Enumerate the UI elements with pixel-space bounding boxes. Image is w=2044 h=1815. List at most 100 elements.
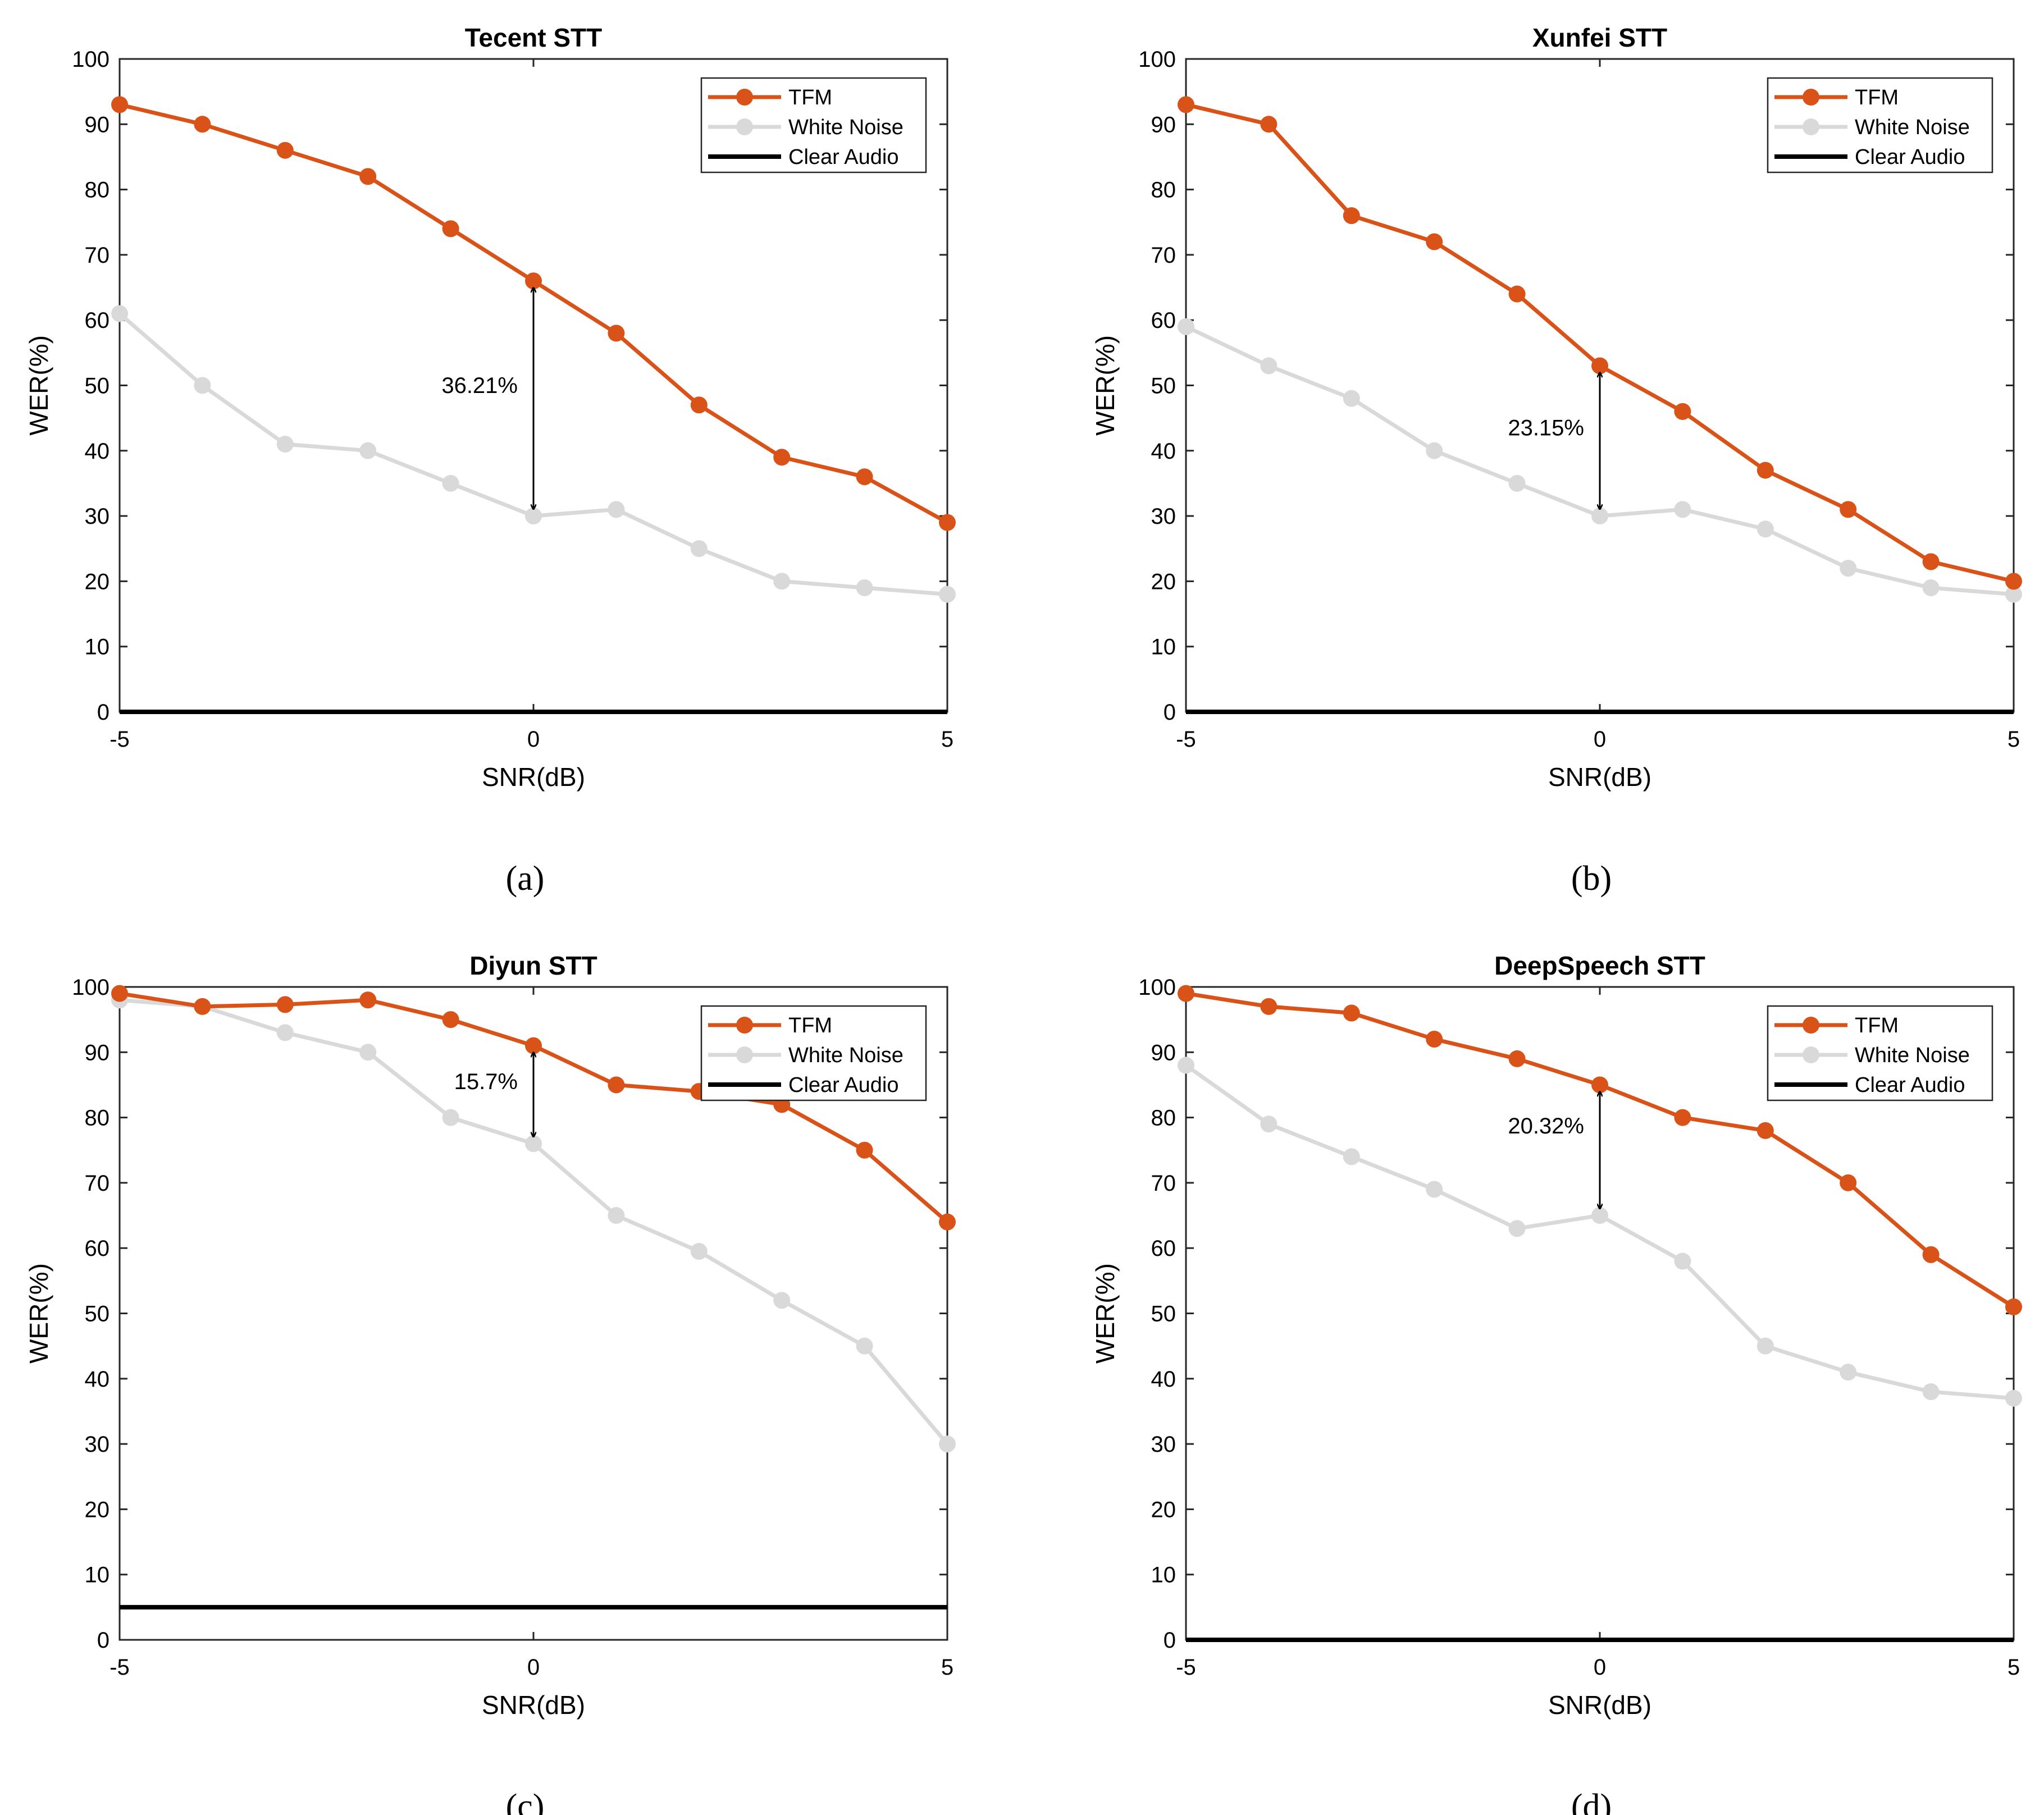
x-tick-label: 0: [527, 1655, 540, 1680]
y-tick-label: 20: [1151, 1497, 1176, 1522]
y-tick-label: 50: [85, 374, 110, 399]
legend-marker: [736, 1017, 753, 1034]
data-point-white-noise: [1591, 508, 1608, 525]
y-tick-label: 30: [85, 504, 110, 529]
x-tick-label: 0: [527, 727, 540, 752]
legend-label: White Noise: [788, 1044, 904, 1067]
legend-label: Clear Audio: [788, 145, 898, 169]
data-point-white-noise: [1343, 390, 1360, 407]
data-point-white-noise: [1756, 520, 1774, 538]
legend-label: TFM: [1855, 1014, 1899, 1037]
figure-caption: (c): [506, 1787, 545, 1815]
data-point-tfm: [276, 996, 294, 1013]
data-point-tfm: [1343, 1004, 1360, 1022]
x-tick-label: 5: [941, 1655, 953, 1680]
legend-marker: [736, 118, 753, 135]
data-point-tfm: [1756, 1122, 1774, 1139]
y-axis-label: WER(%): [1091, 335, 1120, 436]
data-point-tfm: [442, 220, 459, 237]
y-tick-label: 20: [85, 569, 110, 594]
data-point-white-noise: [442, 474, 459, 492]
data-point-tfm: [690, 396, 708, 414]
data-point-white-noise: [359, 442, 377, 459]
data-point-tfm: [1840, 501, 1857, 518]
data-point-tfm: [442, 1011, 459, 1028]
data-point-white-noise: [1343, 1148, 1360, 1165]
y-tick-label: 40: [85, 439, 110, 464]
y-tick-label: 20: [1151, 569, 1176, 594]
data-point-tfm: [1343, 207, 1360, 225]
y-tick-label: 0: [97, 700, 110, 725]
x-tick-label: 5: [2008, 1655, 2020, 1680]
y-tick-label: 70: [85, 243, 110, 268]
y-tick-label: 20: [85, 1497, 110, 1522]
data-point-white-noise: [856, 579, 873, 597]
figure-caption: (d): [1571, 1787, 1612, 1815]
y-tick-label: 70: [1151, 1171, 1176, 1196]
y-tick-label: 40: [85, 1367, 110, 1392]
data-point-white-noise: [1922, 579, 1940, 597]
figure-caption: (a): [506, 860, 545, 898]
y-tick-label: 30: [1151, 1432, 1176, 1457]
data-point-tfm: [1756, 461, 1774, 479]
y-tick-label: 30: [1151, 504, 1176, 529]
data-point-tfm: [1426, 1031, 1443, 1048]
annotation-label: 36.21%: [441, 373, 518, 398]
x-axis-label: SNR(dB): [1548, 762, 1651, 792]
y-tick-label: 50: [1151, 1302, 1176, 1327]
x-tick-label: 0: [1594, 727, 1606, 752]
legend-label: Clear Audio: [1855, 145, 1965, 169]
y-tick-label: 70: [1151, 243, 1176, 268]
legend-label: Clear Audio: [788, 1073, 898, 1097]
data-point-tfm: [1178, 985, 1194, 1002]
y-tick-label: 60: [1151, 1236, 1176, 1261]
data-point-white-noise: [1756, 1337, 1774, 1355]
data-point-tfm: [525, 1037, 542, 1054]
y-tick-label: 100: [72, 47, 110, 72]
y-tick-label: 90: [1151, 112, 1176, 137]
data-point-white-noise: [525, 508, 542, 525]
y-tick-label: 60: [1151, 308, 1176, 333]
y-tick-label: 100: [72, 975, 110, 1000]
y-tick-label: 0: [1164, 1628, 1176, 1653]
data-point-tfm: [1922, 1246, 1940, 1263]
data-point-tfm: [1426, 233, 1443, 250]
data-point-tfm: [608, 1076, 625, 1094]
data-point-white-noise: [690, 540, 708, 557]
annotation-label: 15.7%: [454, 1069, 518, 1094]
data-point-white-noise: [1426, 1181, 1443, 1198]
y-tick-label: 80: [1151, 1106, 1176, 1131]
data-point-tfm: [2005, 573, 2022, 590]
y-tick-label: 90: [85, 1040, 110, 1065]
annotation-label: 23.15%: [1508, 415, 1584, 440]
legend-marker: [1803, 1046, 1819, 1063]
figure-caption: (b): [1571, 860, 1612, 898]
data-point-tfm: [856, 1141, 873, 1159]
data-point-white-noise: [2005, 1389, 2022, 1407]
data-point-tfm: [111, 96, 128, 113]
x-axis-label: SNR(dB): [482, 1690, 585, 1720]
data-point-tfm: [773, 449, 791, 466]
x-axis-label: SNR(dB): [482, 762, 585, 792]
y-tick-label: 90: [85, 112, 110, 137]
data-point-white-noise: [856, 1337, 873, 1355]
data-point-white-noise: [1508, 474, 1526, 492]
data-point-tfm: [939, 514, 956, 531]
data-point-tfm: [359, 168, 377, 185]
data-point-white-noise: [608, 1207, 625, 1224]
data-point-tfm: [1591, 357, 1608, 374]
x-tick-label: 0: [1594, 1655, 1606, 1680]
data-point-tfm: [276, 141, 294, 159]
x-tick-label: 5: [2008, 727, 2020, 752]
data-point-white-noise: [1674, 501, 1691, 518]
legend-label: White Noise: [788, 116, 904, 139]
y-tick-label: 60: [85, 308, 110, 333]
data-point-white-noise: [2005, 586, 2022, 603]
data-point-white-noise: [1840, 1364, 1857, 1381]
data-point-white-noise: [939, 1435, 956, 1453]
data-point-white-noise: [939, 586, 956, 603]
